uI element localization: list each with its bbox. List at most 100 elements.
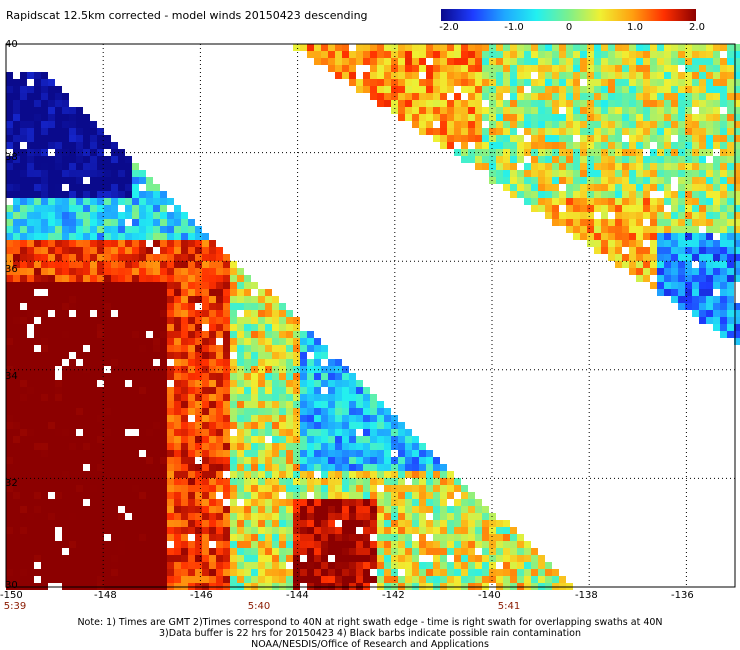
swath-cell [629,247,636,254]
swath-cell [209,366,216,373]
swath-cell [601,184,608,191]
swath-cell [608,44,615,51]
swath-cell [615,79,622,86]
swath-cell [412,471,419,478]
swath-cell [237,541,244,548]
swath-cell [6,562,13,569]
swath-cell [160,233,167,240]
swath-cell [636,51,643,58]
swath-cell [517,86,524,93]
swath-cell [41,555,48,562]
swath-cell [125,401,132,408]
swath-cell [650,107,657,114]
swath-cell [41,450,48,457]
swath-cell [405,548,412,555]
swath-cell [160,513,167,520]
swath-cell [706,163,713,170]
swath-cell [720,324,727,331]
swath-cell [531,198,538,205]
swath-cell [377,478,384,485]
swath-cell [580,149,587,156]
swath-cell [279,443,286,450]
swath-cell [132,191,139,198]
swath-cell [349,415,356,422]
swath-cell [174,415,181,422]
swath-cell [27,569,34,576]
swath-cell [251,492,258,499]
swath-cell [713,303,720,310]
swath-cell [489,58,496,65]
swath-cell [699,177,706,184]
swath-cell [125,275,132,282]
swath-cell [314,464,321,471]
swath-cell [20,149,27,156]
swath-cell [202,485,209,492]
swath-cell [167,310,174,317]
swath-cell [83,219,90,226]
swath-cell [13,107,20,114]
swath-cell [510,163,517,170]
swath-cell [398,422,405,429]
swath-cell [377,541,384,548]
swath-cell [286,324,293,331]
swath-cell [587,240,594,247]
swath-cell [657,128,664,135]
swath-cell [300,380,307,387]
swath-cell [671,51,678,58]
swath-cell [13,86,20,93]
swath-cell [734,170,740,177]
swath-cell [83,261,90,268]
swath-cell [601,149,608,156]
swath-cell [55,422,62,429]
swath-cell [510,527,517,534]
swath-cell [13,527,20,534]
swath-cell [538,135,545,142]
swath-cell [657,149,664,156]
swath-cell [41,142,48,149]
swath-cell [153,261,160,268]
swath-cell [230,261,237,268]
swath-cell [195,485,202,492]
swath-cell [636,44,643,51]
swath-cell [55,261,62,268]
swath-cell [489,548,496,555]
swath-cell [433,464,440,471]
swath-cell [342,51,349,58]
swath-cell [174,485,181,492]
swath-cell [482,527,489,534]
swath-cell [433,51,440,58]
swath-cell [209,492,216,499]
swath-cell [566,79,573,86]
swath-cell [20,156,27,163]
swath-cell [62,478,69,485]
swath-cell [706,261,713,268]
swath-cell [230,387,237,394]
swath-cell [34,282,41,289]
swath-cell [307,478,314,485]
swath-cell [104,282,111,289]
swath-cell [118,457,125,464]
swath-cell [125,527,132,534]
swath-cell [97,240,104,247]
swath-cell [482,72,489,79]
swath-cell [272,443,279,450]
swath-cell [174,373,181,380]
swath-cell [83,429,90,436]
swath-cell [181,226,188,233]
swath-cell [363,429,370,436]
swath-cell [34,275,41,282]
swath-cell [300,450,307,457]
swath-cell [132,576,139,583]
swath-cell [706,226,713,233]
swath-cell [62,345,69,352]
swath-cell [419,58,426,65]
swath-cell [160,380,167,387]
swath-cell [90,198,97,205]
swath-cell [104,226,111,233]
swath-cell [552,44,559,51]
swath-cell [426,457,433,464]
swath-cell [118,177,125,184]
swath-cell [153,366,160,373]
swath-cell [643,226,650,233]
swath-cell [440,44,447,51]
